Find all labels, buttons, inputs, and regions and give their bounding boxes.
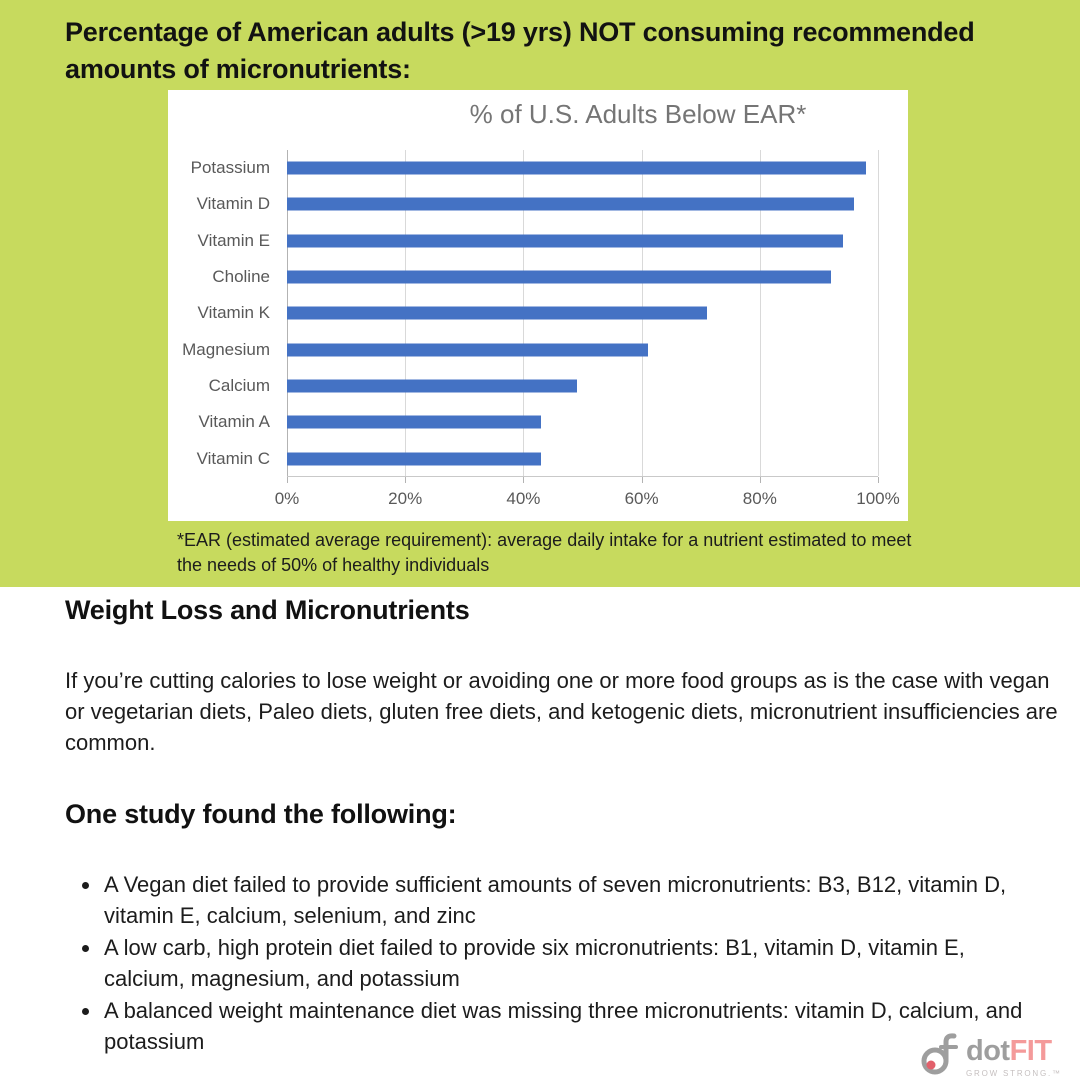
weight-loss-heading: Weight Loss and Micronutrients <box>65 595 470 625</box>
weight-loss-paragraph: If you’re cutting calories to lose weigh… <box>65 668 1058 755</box>
bar-calcium <box>287 379 577 393</box>
axis-tick <box>405 477 407 483</box>
bar-vitamin-e <box>287 234 843 248</box>
x-tick-label: 60% <box>624 489 659 508</box>
chart-row: Vitamin A <box>168 404 878 440</box>
study-bullet-item: A low carb, high protein diet failed to … <box>102 932 1028 994</box>
chart-row: Vitamin E <box>168 223 878 259</box>
bar-vitamin-d <box>287 197 855 211</box>
bar-track <box>287 186 878 222</box>
bar-track <box>287 150 878 186</box>
axis-tick <box>287 477 288 483</box>
dotfit-logo-icon <box>919 1031 961 1082</box>
category-label: Vitamin C <box>196 448 270 468</box>
category-label: Potassium <box>190 158 270 178</box>
gridline-80% <box>759 150 761 476</box>
chart-row: Vitamin D <box>168 186 878 222</box>
category-label: Choline <box>212 267 270 287</box>
bar-chart-panel: % of U.S. Adults Below EAR* Potassium Vit… <box>168 90 908 521</box>
dotfit-logo: dotFIT GROW STRONG.™ <box>919 1031 1062 1082</box>
chart-row: Choline <box>168 259 878 295</box>
bar-track <box>287 368 878 404</box>
bar-track <box>287 441 878 477</box>
bar-vitamin-a <box>287 415 542 429</box>
x-tick-label: 40% <box>506 489 541 508</box>
chart-title: % of U.S. Adults Below EAR* <box>469 99 807 129</box>
category-label: Vitamin E <box>197 230 270 250</box>
ear-footnote: *EAR (estimated average requirement): av… <box>177 530 912 575</box>
axis-tick <box>878 477 879 483</box>
chart-rows: Potassium Vitamin D Vitamin E Choline Vitami… <box>168 150 878 477</box>
category-label: Vitamin K <box>197 303 270 323</box>
x-tick-label: 100% <box>856 489 900 508</box>
chart-row: Calcium <box>168 368 878 404</box>
study-bullet-item: A Vegan diet failed to provide sufficien… <box>102 869 1028 931</box>
bar-track <box>287 295 878 331</box>
bar-choline <box>287 270 831 284</box>
bar-vitamin-k <box>287 306 707 320</box>
category-label: Magnesium <box>182 339 270 359</box>
category-label: Vitamin D <box>196 194 270 214</box>
category-label: Calcium <box>208 376 270 396</box>
bar-magnesium <box>287 343 648 357</box>
axis-tick <box>641 477 643 483</box>
logo-tagline: GROW STRONG.™ <box>966 1069 1062 1078</box>
bar-potassium <box>287 161 867 175</box>
category-label: Vitamin A <box>198 412 270 432</box>
study-heading: One study found the following: <box>65 799 457 829</box>
x-tick-label: 80% <box>742 489 777 508</box>
x-tick-label: 20% <box>388 489 423 508</box>
bar-track <box>287 223 878 259</box>
chart-row: Potassium <box>168 150 878 186</box>
chart-row: Vitamin K <box>168 295 878 331</box>
chart-row: Vitamin C <box>168 441 878 477</box>
green-header-section: Percentage of American adults (>19 yrs) … <box>0 0 1080 587</box>
page-title: Percentage of American adults (>19 yrs) … <box>65 17 975 84</box>
logo-word-fit: FIT <box>1009 1035 1053 1067</box>
logo-word-dot: dot <box>966 1035 1010 1067</box>
gridline-100% <box>878 150 879 476</box>
x-tick-label: 0% <box>274 489 300 508</box>
x-axis-tick-labels: 0% 20% 40% 60% 80% 100% <box>275 489 900 511</box>
chart-row: Magnesium <box>168 332 878 368</box>
bar-vitamin-c <box>287 452 542 466</box>
bar-track <box>287 404 878 440</box>
bar-track <box>287 332 878 368</box>
axis-tick <box>523 477 525 483</box>
dotfit-logo-text: dotFIT GROW STRONG.™ <box>966 1035 1062 1079</box>
bar-track <box>287 259 878 295</box>
axis-tick <box>759 477 761 483</box>
study-bullet-item: A balanced weight maintenance diet was m… <box>102 995 1028 1057</box>
study-bullet-list: A Vegan diet failed to provide sufficien… <box>68 869 1028 1058</box>
